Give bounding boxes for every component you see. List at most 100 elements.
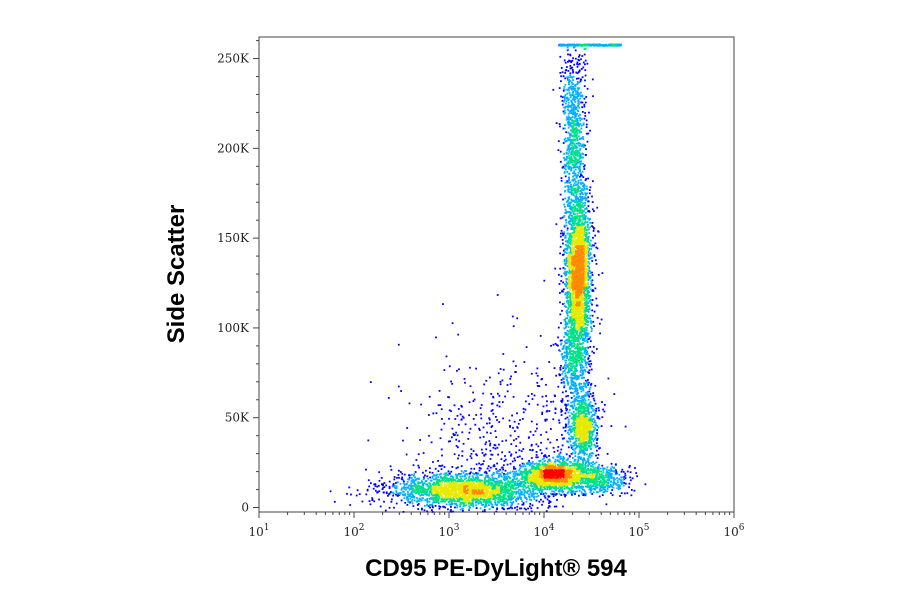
event-dot (516, 412, 518, 415)
event-dot (587, 261, 590, 263)
event-dot (563, 44, 566, 47)
event-dot (565, 260, 568, 263)
event-dot (570, 350, 573, 353)
event-dot (560, 408, 562, 411)
event-dot (582, 122, 585, 125)
event-dot (569, 342, 572, 345)
event-dot (601, 401, 603, 403)
event-dot (403, 473, 406, 476)
event-dot (582, 162, 584, 165)
event-dot (577, 44, 580, 46)
event-dot (574, 111, 577, 114)
event-dot (568, 147, 570, 150)
event-dot (596, 486, 599, 489)
event-dot (428, 482, 431, 484)
event-dot (531, 393, 533, 395)
event-dot (580, 397, 582, 400)
event-dot (572, 337, 575, 340)
event-dot (583, 187, 586, 190)
event-dot (577, 407, 579, 410)
event-dot (487, 478, 490, 481)
event-dot (567, 60, 569, 63)
event-dot (439, 506, 442, 508)
event-dot (560, 343, 562, 346)
event-dot (470, 467, 473, 470)
event-dot (569, 211, 572, 214)
event-dot (587, 205, 590, 207)
event-dot (472, 391, 474, 394)
event-dot (572, 70, 575, 73)
event-dot (562, 461, 565, 464)
event-dot (584, 179, 587, 182)
event-dot (580, 382, 582, 385)
event-dot (571, 191, 574, 194)
event-dot (589, 299, 592, 301)
event-dot (589, 129, 591, 132)
event-dot (595, 410, 597, 412)
event-dot (575, 142, 578, 145)
event-dot (563, 86, 566, 88)
event-dot (541, 395, 544, 398)
event-dot (578, 202, 581, 205)
event-dot (561, 96, 564, 99)
event-dot (585, 465, 587, 468)
event-dot (572, 211, 575, 213)
event-dot (588, 390, 591, 393)
event-dot (554, 342, 557, 345)
event-dot (493, 481, 496, 484)
event-dot (574, 427, 577, 429)
event-dot (567, 164, 570, 167)
event-dot (569, 311, 572, 313)
event-dot (415, 485, 417, 487)
event-dot (572, 414, 575, 417)
event-dot (556, 455, 558, 458)
event-dot (502, 417, 504, 420)
event-dot (575, 131, 578, 134)
event-dot (513, 471, 516, 473)
event-dot (469, 366, 471, 369)
event-dot (480, 417, 483, 420)
event-dot (523, 463, 526, 466)
event-dot (579, 175, 581, 178)
event-dot (587, 275, 590, 278)
event-dot (518, 469, 520, 472)
event-dot (590, 283, 593, 285)
event-dot (514, 496, 516, 498)
event-dot (489, 442, 492, 445)
event-dot (504, 494, 507, 496)
event-dot (590, 330, 593, 332)
event-dot (590, 322, 593, 325)
event-dot (523, 494, 526, 497)
event-dot (585, 394, 588, 397)
event-dot (560, 414, 563, 416)
event-dot (437, 502, 440, 505)
event-dot (571, 224, 574, 227)
event-dot (581, 346, 584, 348)
event-dot (616, 477, 618, 479)
event-dot (602, 485, 605, 487)
event-dot (567, 320, 570, 323)
event-dot (614, 463, 617, 466)
event-dot (575, 464, 578, 467)
event-dot (456, 504, 459, 507)
event-dot (603, 44, 605, 47)
event-dot (562, 345, 565, 348)
event-dot (590, 279, 593, 282)
event-dot (494, 444, 497, 447)
event-dot (579, 192, 581, 195)
event-dot (517, 480, 519, 483)
event-dot (573, 382, 576, 384)
event-dot (518, 474, 521, 476)
event-dot (580, 209, 583, 212)
event-dot (578, 457, 580, 460)
event-dot (463, 470, 466, 472)
event-dot (509, 462, 512, 465)
event-dot (564, 364, 566, 367)
event-dot (574, 347, 576, 350)
event-dot (478, 502, 480, 504)
event-dot (409, 501, 411, 504)
event-dot (591, 195, 593, 198)
event-dot (422, 491, 424, 494)
event-dot (527, 462, 530, 464)
event-dot (382, 483, 384, 486)
